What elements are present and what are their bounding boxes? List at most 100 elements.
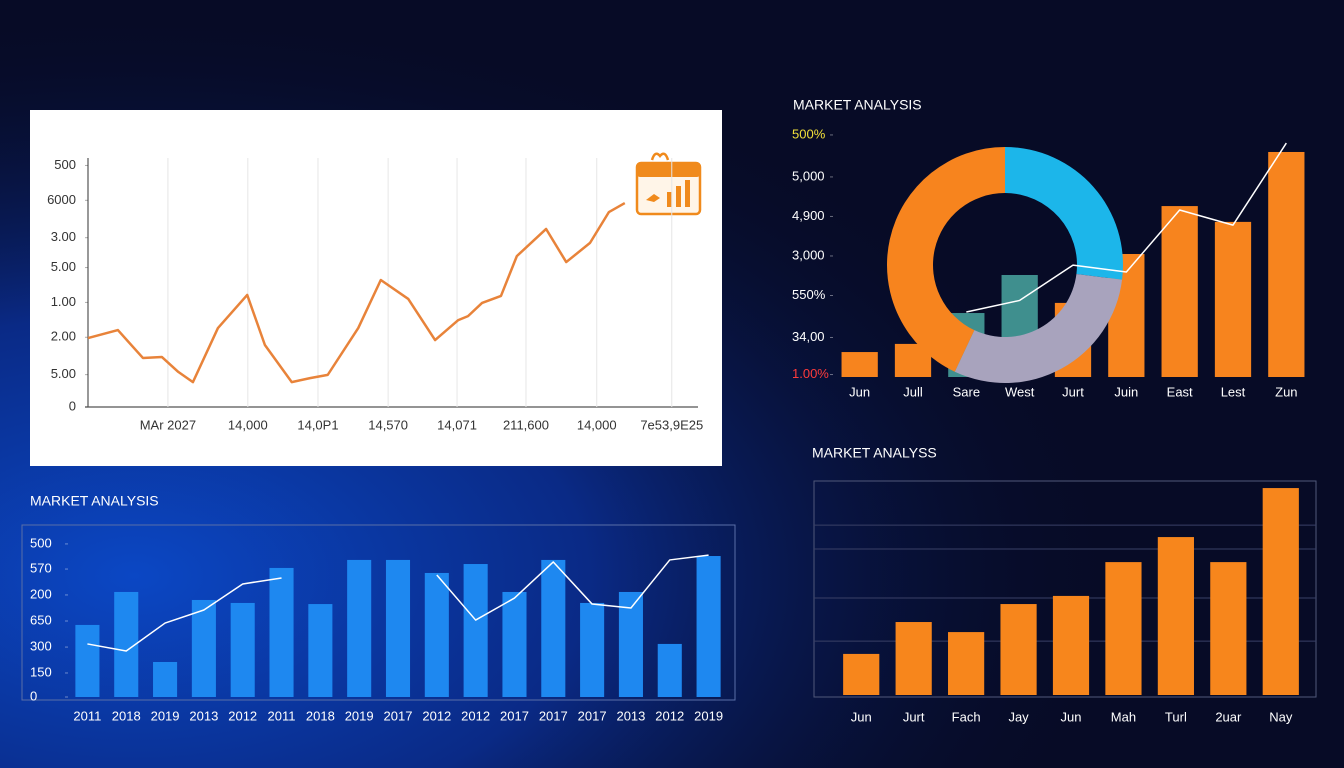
x-tick-label: 2017: [578, 708, 607, 723]
chart-title: MARKET ANALYSS: [812, 445, 937, 461]
y-tick-label: 500: [54, 157, 76, 172]
y-tick-label: 650: [30, 612, 52, 627]
x-tick-label: 14,0P1: [297, 417, 338, 432]
x-tick-label: 2012: [655, 708, 684, 723]
bar: [541, 559, 566, 697]
x-tick-label: Sare: [953, 384, 980, 399]
bar: [696, 556, 721, 697]
plot-frame: [21, 524, 736, 701]
bar: [1214, 221, 1252, 377]
y-tick-label: 6000: [47, 192, 76, 207]
y-tick-label: 1.00%: [792, 366, 829, 381]
x-tick-label: 2018: [306, 708, 335, 723]
bar: [843, 653, 880, 695]
y-tick-label: 1.00: [51, 294, 76, 309]
x-tick-label: 2012: [461, 708, 490, 723]
x-tick-label: Fach: [952, 709, 981, 724]
y-tick-label: 300: [30, 639, 52, 654]
x-tick-label: Jay: [1008, 709, 1029, 724]
chart-icon: [635, 152, 702, 216]
bar: [153, 661, 178, 697]
bar: [308, 604, 333, 697]
bar: [1052, 595, 1090, 695]
bar: [1105, 562, 1142, 695]
x-tick-label: 14,071: [437, 417, 477, 432]
x-tick-label: Turl: [1165, 709, 1187, 724]
x-tick-label: Jurt: [903, 709, 925, 724]
x-tick-label: Jull: [903, 384, 923, 399]
y-tick-label: 0: [69, 398, 76, 413]
bar: [1157, 537, 1194, 695]
y-tick-label: 5.00: [51, 366, 76, 381]
x-tick-label: MAr 2027: [140, 417, 196, 432]
bar: [948, 632, 985, 695]
y-tick-label: 5.00: [51, 259, 76, 274]
x-tick-label: West: [1005, 384, 1035, 399]
bar: [1268, 151, 1305, 377]
bar: [463, 564, 488, 697]
bar: [895, 622, 932, 695]
y-tick-label: 200: [30, 586, 52, 601]
y-tick-label: 3.00: [51, 229, 76, 244]
chart-title: MARKET ANALYSIS: [30, 493, 159, 509]
bar: [191, 599, 216, 697]
bar: [1161, 206, 1198, 377]
x-tick-label: 211,600: [503, 417, 549, 432]
x-tick-label: 14,000: [577, 417, 617, 432]
bar: [657, 643, 682, 697]
y-tick-label: 500%: [792, 126, 826, 141]
y-tick-label: 570: [30, 560, 52, 575]
x-tick-label: 2012: [422, 708, 451, 723]
bar: [618, 591, 643, 697]
x-tick-label: 2013: [616, 708, 645, 723]
x-tick-label: 2018: [112, 708, 141, 723]
x-tick-label: 14,570: [368, 417, 408, 432]
bar: [502, 591, 527, 697]
bar: [75, 624, 100, 697]
x-tick-label: Jun: [1061, 709, 1082, 724]
y-tick-label: 3,000: [792, 247, 825, 262]
donut-segment: [1005, 147, 1124, 280]
y-tick-label: 34,00: [792, 329, 825, 344]
donut-segment: [887, 147, 1005, 372]
x-tick-label: 2011: [268, 708, 296, 723]
x-tick-label: Juin: [1114, 384, 1138, 399]
bar: [1210, 562, 1247, 695]
bar: [841, 352, 878, 377]
x-tick-label: Jurt: [1062, 384, 1084, 399]
chart-title: MARKET ANALYSIS: [793, 97, 922, 113]
y-tick-label: 5,000: [792, 168, 825, 183]
x-tick-label: 14,000: [228, 417, 268, 432]
y-tick-label: 150: [30, 664, 52, 679]
x-tick-label: 2uar: [1215, 709, 1242, 724]
x-tick-label: Mah: [1111, 709, 1136, 724]
x-tick-label: 2011: [73, 708, 101, 723]
x-tick-label: Jun: [849, 384, 870, 399]
bar: [1000, 604, 1037, 695]
x-tick-label: Lest: [1221, 384, 1246, 399]
x-tick-label: 2012: [228, 708, 257, 723]
bar: [424, 572, 449, 697]
y-tick-label: 0: [30, 688, 37, 703]
bar: [230, 602, 255, 697]
line-series: [966, 142, 1287, 313]
bar: [385, 559, 411, 697]
x-tick-label: East: [1167, 384, 1193, 399]
y-tick-label: 2.00: [51, 329, 76, 344]
bar: [580, 602, 605, 697]
x-tick-label: 2017: [500, 708, 529, 723]
y-tick-label: 550%: [792, 287, 826, 302]
bar: [347, 559, 372, 697]
bar: [1262, 488, 1299, 695]
x-tick-label: Nay: [1269, 709, 1293, 724]
y-tick-label: 4,900: [792, 208, 825, 223]
x-tick-label: 2019: [694, 708, 723, 723]
line-series: [87, 554, 709, 652]
x-tick-label: Zun: [1275, 384, 1297, 399]
line-series: [87, 201, 626, 384]
bar: [269, 567, 294, 697]
x-tick-label: 2017: [384, 708, 413, 723]
x-tick-label: 2019: [345, 708, 374, 723]
